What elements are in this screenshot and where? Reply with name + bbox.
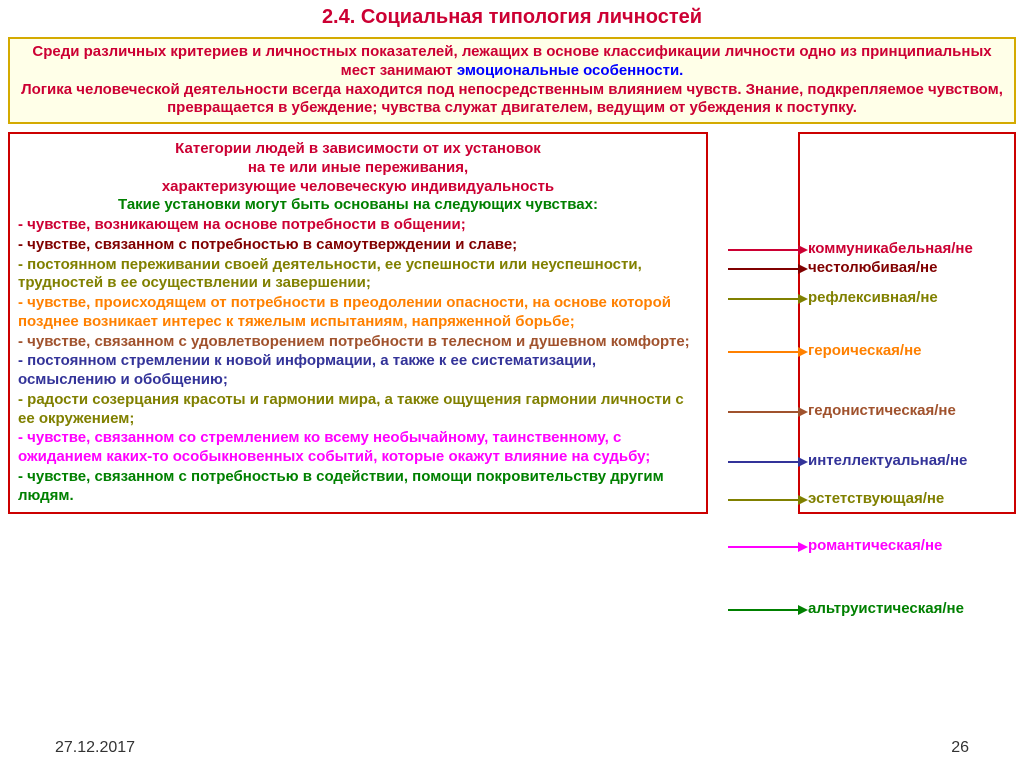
arrow-icon (728, 249, 806, 251)
intro-part2: Логика человеческой деятельности всегда … (21, 81, 1003, 117)
left-box: Категории людей в зависимости от их уста… (8, 132, 708, 514)
arrow-icon (728, 461, 806, 463)
intro-box: Среди различных критериев и личностных п… (8, 37, 1016, 124)
footer-date: 27.12.2017 (55, 739, 135, 756)
arrow-icon (728, 351, 806, 353)
footer-page: 26 (951, 739, 969, 757)
list-item: - постоянном стремлении к новой информац… (18, 352, 698, 390)
list-item: - чувстве, возникающем на основе потребн… (18, 216, 698, 235)
type-label: альтруистическая/не (808, 600, 964, 617)
arrow-icon (728, 298, 806, 300)
type-label: рефлексивная/не (808, 289, 938, 306)
list-item: - чувстве, связанном с потребностью в са… (18, 236, 698, 255)
type-label: романтическая/не (808, 537, 942, 554)
type-label: гедонистическая/не (808, 402, 956, 419)
left-head-3: характеризующие человеческую индивидуаль… (18, 178, 698, 197)
left-head-2: на те или иные переживания, (18, 159, 698, 178)
type-label: интеллектуальная/не (808, 452, 967, 469)
type-label: эстетствующая/не (808, 490, 944, 507)
left-head-4: Такие установки могут быть основаны на с… (18, 196, 698, 215)
arrow-icon (728, 609, 806, 611)
footer: 27.12.2017 26 (55, 739, 969, 757)
list-item: - чувстве, связанном с удовлетворением п… (18, 333, 698, 352)
list-item: - постоянном переживании своей деятельно… (18, 256, 698, 294)
list-item: - радости созерцания красоты и гармонии … (18, 391, 698, 429)
left-head-1: Категории людей в зависимости от их уста… (18, 140, 698, 159)
arrow-icon (728, 499, 806, 501)
list-item: - чувстве, происходящем от потребности в… (18, 294, 698, 332)
arrow-icon (728, 546, 806, 548)
type-label: честолюбивая/не (808, 259, 937, 276)
arrow-icon (728, 411, 806, 413)
right-area: коммуникабельная/не честолюбивая/не рефлек… (728, 132, 1016, 514)
intro-emph: эмоциональные особенности. (457, 62, 684, 79)
arrow-icon (728, 268, 806, 270)
type-label: героическая/не (808, 342, 922, 359)
list-item: - чувстве, связанном со стремлением ко в… (18, 429, 698, 467)
type-label: коммуникабельная/не (808, 240, 973, 257)
list-item: - чувстве, связанном с потребностью в со… (18, 468, 698, 506)
page-title: 2.4. Социальная типология личностей (0, 0, 1024, 33)
